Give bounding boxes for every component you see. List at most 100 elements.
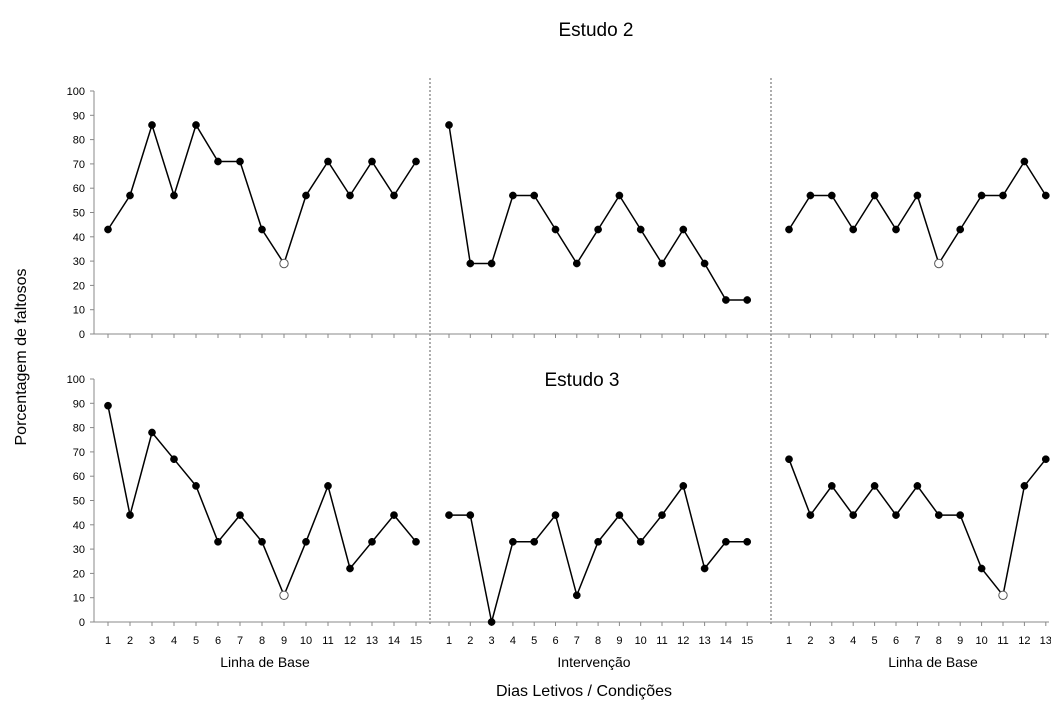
y-tick-label: 0 bbox=[79, 329, 85, 341]
x-tick-label: 4 bbox=[171, 635, 177, 647]
data-point bbox=[192, 482, 200, 490]
x-tick-label: 9 bbox=[281, 635, 287, 647]
y-tick-label: 80 bbox=[73, 423, 85, 435]
data-point bbox=[324, 482, 332, 490]
data-point-open bbox=[279, 590, 289, 600]
y-tick-label: 20 bbox=[73, 568, 85, 580]
data-point bbox=[870, 191, 879, 200]
data-point bbox=[700, 564, 709, 573]
data-point bbox=[148, 121, 156, 129]
data-point bbox=[368, 537, 376, 546]
data-point bbox=[258, 537, 266, 546]
data-point bbox=[1041, 191, 1050, 200]
y-tick-label: 70 bbox=[73, 159, 85, 171]
panel-title-estudo-2: Estudo 2 bbox=[559, 20, 634, 41]
x-tick-label: 13 bbox=[1040, 635, 1051, 647]
x-tick-label: 10 bbox=[300, 635, 312, 647]
x-tick-label: 1 bbox=[105, 635, 111, 647]
x-tick-label: 8 bbox=[936, 635, 942, 647]
data-point bbox=[934, 511, 943, 519]
x-tick-label: 5 bbox=[193, 635, 199, 647]
x-tick-label: 11 bbox=[322, 635, 333, 647]
series-line-panel1-phase1 bbox=[107, 122, 417, 266]
x-tick-label: 2 bbox=[467, 635, 473, 647]
y-tick-label: 90 bbox=[73, 110, 85, 122]
condition-label-3: Linha de Base bbox=[888, 654, 978, 670]
data-point bbox=[806, 511, 815, 519]
x-tick-label: 12 bbox=[344, 635, 356, 647]
data-point bbox=[806, 191, 815, 200]
data-point bbox=[104, 225, 112, 234]
y-tick-label: 40 bbox=[73, 232, 85, 244]
data-point bbox=[636, 225, 645, 234]
data-point bbox=[572, 259, 581, 268]
x-tick-label: 10 bbox=[635, 635, 647, 647]
data-point bbox=[390, 511, 398, 519]
y-tick-label: 0 bbox=[79, 617, 85, 629]
x-tick-label: 15 bbox=[741, 635, 753, 647]
data-point bbox=[530, 191, 539, 200]
x-tick-label: 1 bbox=[786, 635, 792, 647]
data-point bbox=[236, 511, 244, 519]
data-point bbox=[679, 225, 688, 234]
data-point bbox=[892, 511, 900, 519]
data-point bbox=[236, 157, 244, 166]
x-tick-label: 14 bbox=[720, 635, 732, 647]
data-point-open bbox=[279, 258, 289, 269]
x-tick-label: 14 bbox=[388, 635, 400, 647]
x-tick-label: 9 bbox=[616, 635, 622, 647]
y-tick-label: 70 bbox=[73, 447, 85, 459]
data-point bbox=[1041, 455, 1050, 464]
data-point bbox=[743, 537, 752, 546]
data-point bbox=[530, 537, 539, 546]
panel-title-estudo-3: Estudo 3 bbox=[545, 370, 620, 391]
x-tick-label: 2 bbox=[807, 635, 813, 647]
data-point bbox=[913, 482, 922, 490]
y-tick-label: 30 bbox=[73, 544, 85, 556]
data-point bbox=[700, 259, 709, 268]
data-point bbox=[956, 225, 965, 234]
data-point bbox=[126, 511, 134, 519]
data-point bbox=[870, 482, 879, 490]
data-point bbox=[346, 564, 354, 573]
data-point bbox=[572, 591, 581, 600]
data-point bbox=[594, 225, 602, 234]
y-tick-label: 50 bbox=[73, 496, 85, 508]
data-point bbox=[827, 482, 836, 490]
data-point bbox=[258, 225, 266, 234]
data-point bbox=[722, 296, 730, 304]
data-point bbox=[977, 564, 986, 573]
data-point bbox=[658, 511, 666, 519]
x-tick-label: 9 bbox=[957, 635, 963, 647]
data-point bbox=[551, 511, 560, 519]
data-point bbox=[104, 401, 112, 410]
y-tick-label: 100 bbox=[67, 86, 85, 98]
y-tick-label: 50 bbox=[73, 208, 85, 220]
y-tick-label: 10 bbox=[73, 593, 85, 605]
x-tick-label: 12 bbox=[677, 635, 689, 647]
x-tick-label: 8 bbox=[595, 635, 601, 647]
x-tick-label: 3 bbox=[489, 635, 495, 647]
data-point bbox=[324, 157, 332, 166]
x-tick-label: 6 bbox=[893, 635, 899, 647]
x-tick-label: 11 bbox=[997, 635, 1008, 647]
y-tick-label: 90 bbox=[73, 398, 85, 410]
data-point bbox=[722, 537, 730, 546]
x-tick-label: 13 bbox=[366, 635, 378, 647]
x-axis-label: Dias Letivos / Condições bbox=[496, 683, 672, 700]
data-point bbox=[192, 121, 200, 129]
x-tick-label: 3 bbox=[149, 635, 155, 647]
y-tick-label: 20 bbox=[73, 280, 85, 292]
x-tick-label: 15 bbox=[410, 635, 422, 647]
x-tick-label: 11 bbox=[656, 635, 667, 647]
series-line-panel1-phase3 bbox=[788, 160, 1047, 266]
x-tick-label: 7 bbox=[574, 635, 580, 647]
x-tick-label: 7 bbox=[914, 635, 920, 647]
data-point bbox=[892, 225, 900, 234]
data-point bbox=[658, 259, 666, 268]
x-tick-label: 10 bbox=[975, 635, 987, 647]
data-point bbox=[1020, 157, 1029, 166]
x-tick-label: 4 bbox=[510, 635, 516, 647]
x-tick-label: 4 bbox=[850, 635, 856, 647]
